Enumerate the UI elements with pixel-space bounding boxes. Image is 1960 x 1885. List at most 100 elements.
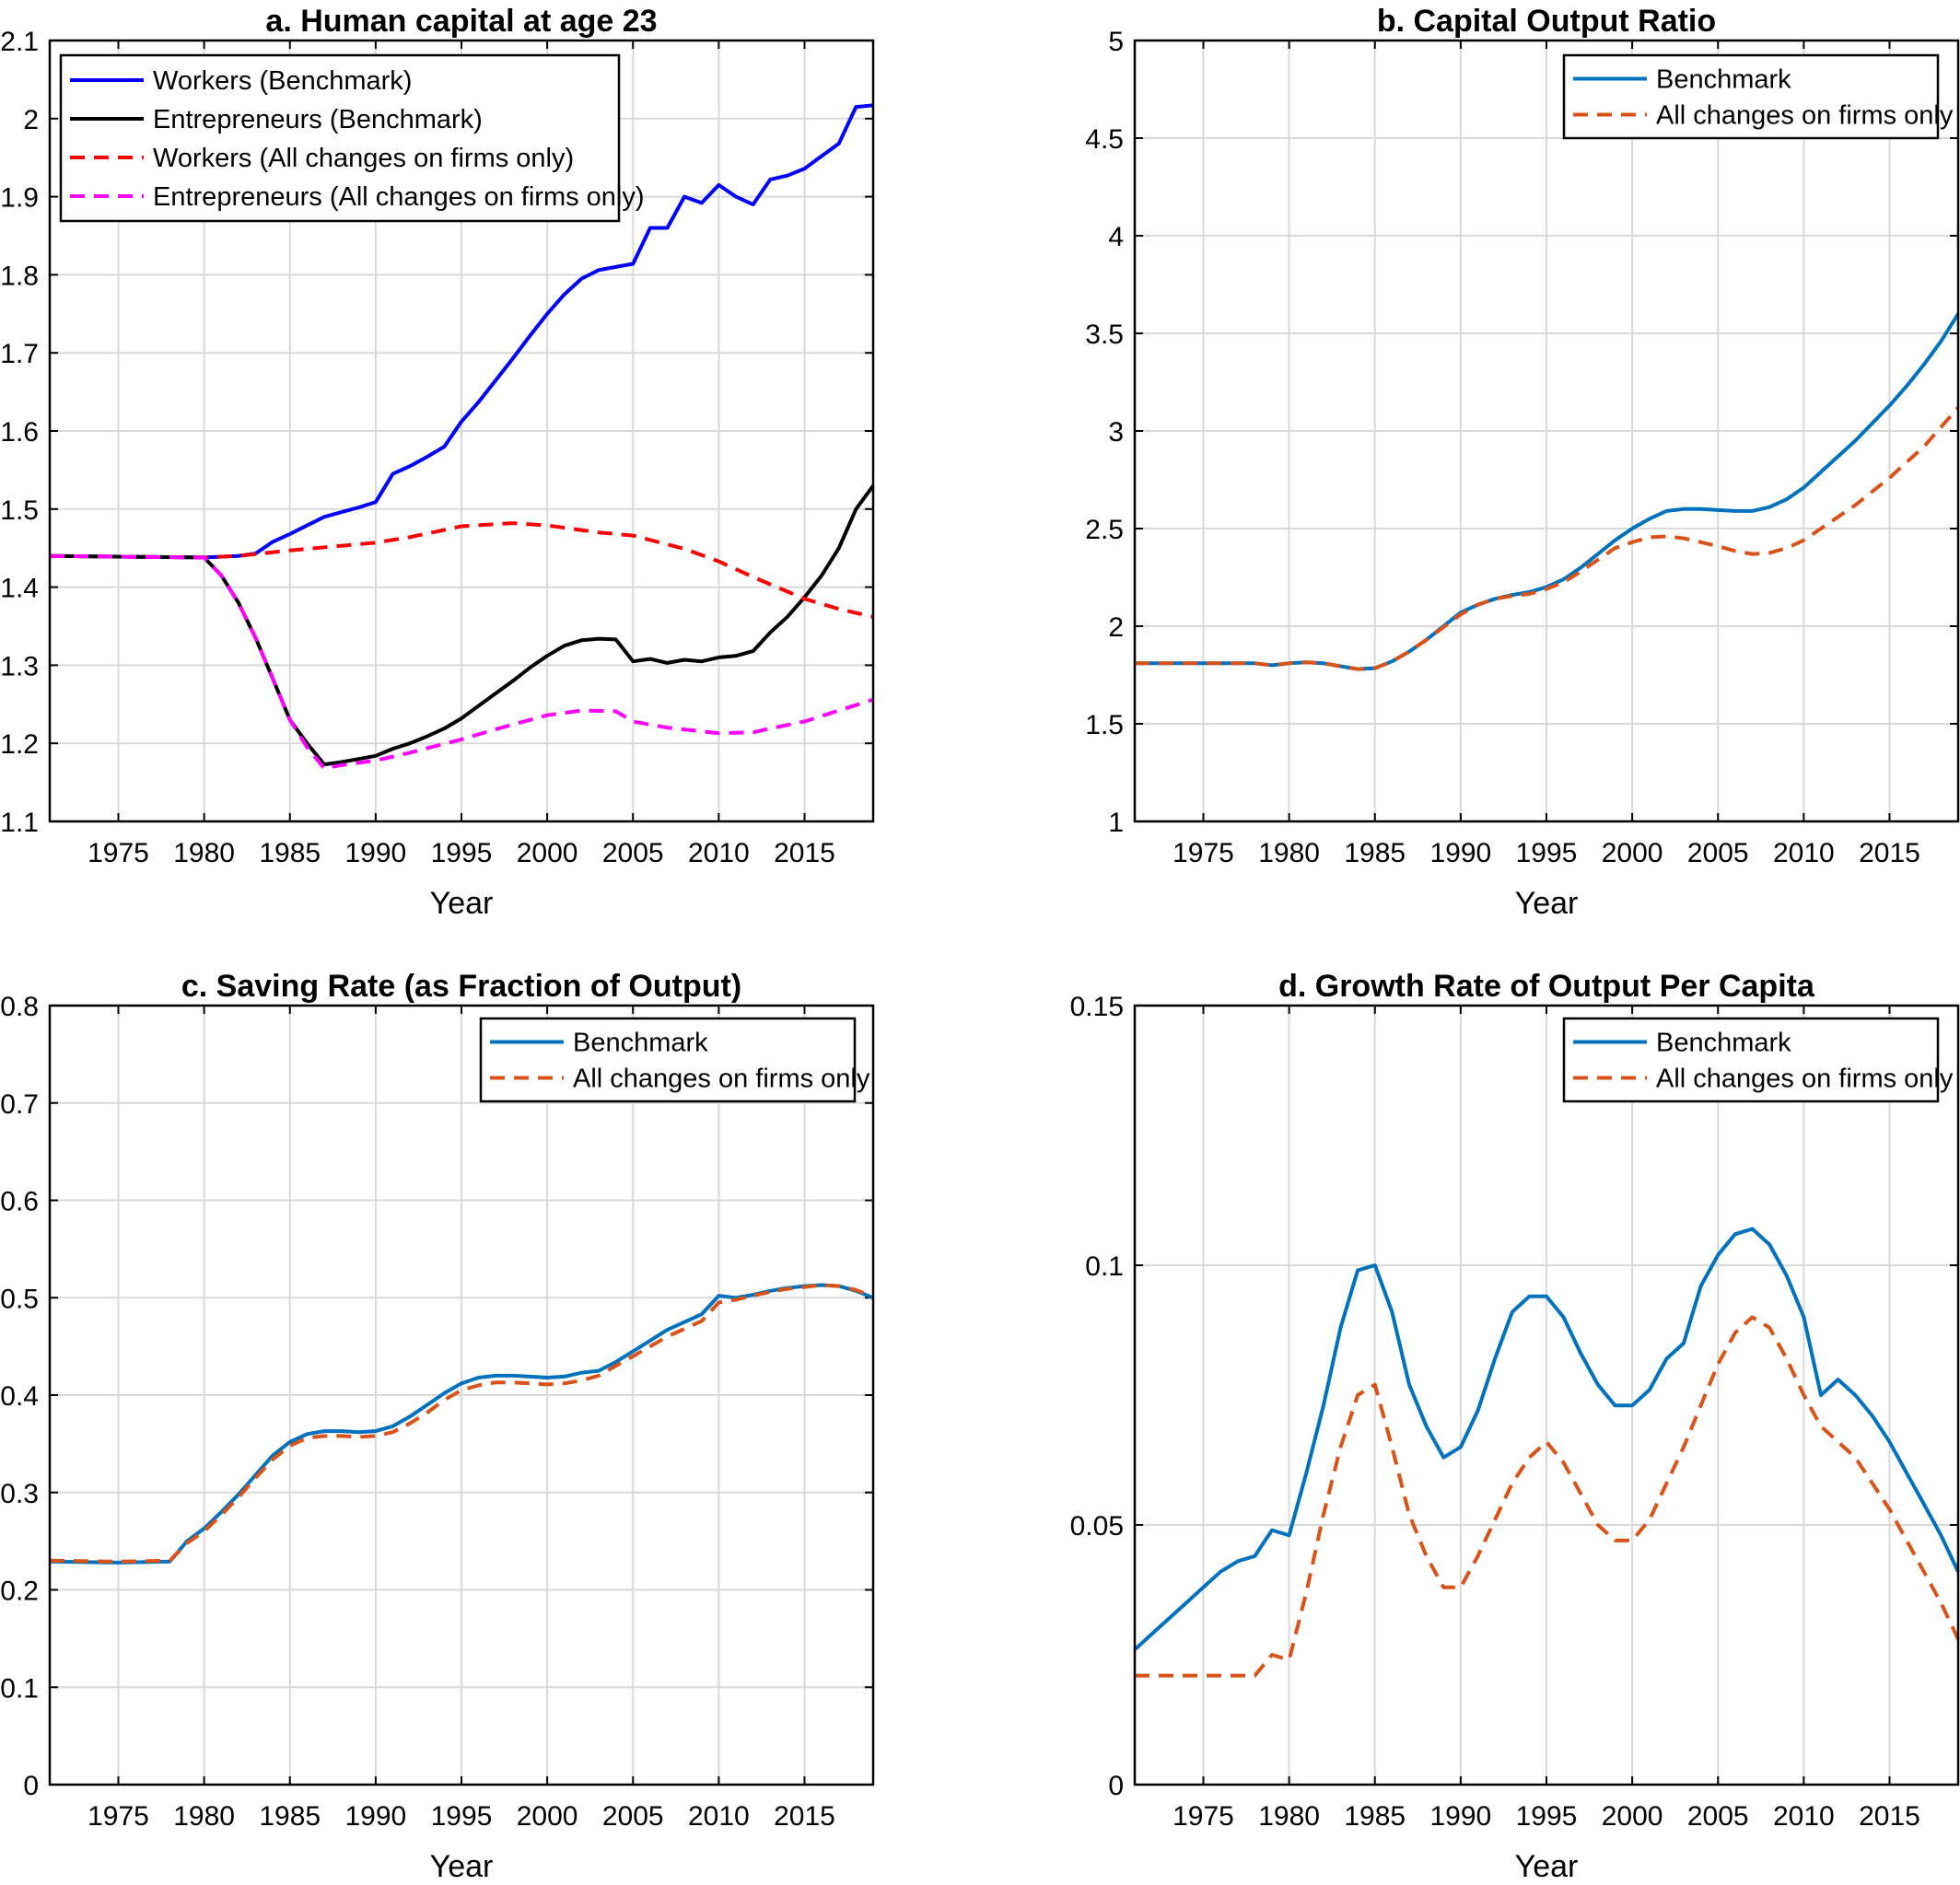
x-tick-label: 1980	[1258, 1801, 1320, 1832]
y-tick-label: 3.5	[1085, 320, 1124, 350]
legend-entry-label: Workers (All changes on firms only)	[153, 144, 574, 173]
y-tick-label: 2	[1108, 612, 1124, 643]
x-tick-label: 1990	[1430, 838, 1492, 868]
legend-entry-label: Entrepreneurs (Benchmark)	[153, 105, 483, 134]
legend-entry-label: Benchmark	[573, 1029, 708, 1058]
y-tick-label: 0.3	[0, 1479, 39, 1509]
legend-box	[1562, 1017, 1940, 1103]
x-axis-label: Year	[1515, 1849, 1579, 1884]
y-tick-label: 3	[1108, 417, 1124, 448]
legend: Benchmark All changes on firms only	[1562, 53, 1954, 140]
x-tick-label: 2015	[1859, 1801, 1920, 1832]
legend-box	[479, 1017, 857, 1103]
x-tick-label: 1985	[1344, 838, 1406, 868]
x-tick-label: 1995	[431, 838, 493, 868]
plot-area-frame	[48, 1004, 875, 1786]
y-tick-label: 1.9	[0, 183, 39, 214]
legend-entry-label: Entrepreneurs (All changes on firms only…	[153, 182, 645, 212]
legend-box	[1562, 53, 1940, 140]
y-tick-label: 0.7	[0, 1089, 39, 1120]
x-tick-label: 2015	[774, 838, 835, 868]
y-tick-label: 0.05	[1070, 1511, 1124, 1542]
y-tick-label: 0.5	[0, 1284, 39, 1314]
x-tick-label: 1980	[173, 1801, 235, 1832]
legend-entry-label: Benchmark	[1656, 65, 1791, 95]
x-tick-label: 2005	[602, 838, 664, 868]
y-tick-label: 5	[1108, 27, 1124, 57]
x-tick-label: 2005	[1687, 838, 1749, 868]
y-tick-label: 2.5	[1085, 515, 1124, 545]
y-tick-label: 0.6	[0, 1187, 39, 1217]
y-tick-label: 0.1	[0, 1673, 39, 1704]
chart-title: d. Growth Rate of Output Per Capita	[1278, 969, 1815, 1004]
y-tick-label: 1.5	[1085, 710, 1124, 740]
x-tick-label: 2005	[602, 1801, 664, 1832]
series-line	[49, 103, 874, 560]
x-tick-label: 1975	[1172, 838, 1234, 868]
x-axis-label: Year	[1515, 886, 1579, 921]
legend-entry-label: Workers (Benchmark)	[153, 66, 412, 96]
y-tick-label: 1.4	[0, 574, 39, 604]
panel-d-growth-rate: 1975 1980 1985 1990 1995 2000 2005 2010 2015 0 0.0…	[1070, 969, 1960, 1884]
y-tick-label: 2	[23, 105, 39, 135]
x-tick-label: 2005	[1687, 1801, 1749, 1832]
series-line	[1133, 1227, 1960, 1651]
plot-area-frame	[1133, 39, 1960, 823]
y-tick-label: 0.4	[0, 1381, 39, 1412]
legend: Benchmark All changes on firms only	[1562, 1017, 1954, 1103]
x-tick-label: 2000	[517, 838, 578, 868]
y-tick-label: 1.3	[0, 651, 39, 681]
x-tick-label: 1985	[259, 838, 321, 868]
y-tick-label: 0.2	[0, 1577, 39, 1607]
y-tick-label: 2.1	[0, 27, 39, 57]
y-tick-label: 1.2	[0, 729, 39, 760]
x-tick-label: 1990	[345, 838, 407, 868]
x-tick-label: 2000	[517, 1801, 578, 1832]
x-tick-label: 2010	[1773, 1801, 1835, 1832]
y-tick-label: 1.5	[0, 495, 39, 526]
x-tick-label: 1980	[1258, 838, 1320, 868]
plot-area-frame	[1133, 1004, 1960, 1786]
x-tick-label: 1975	[88, 838, 149, 868]
x-axis-label: Year	[430, 886, 494, 921]
y-tick-label: 1.6	[0, 417, 39, 448]
x-tick-label: 1985	[1344, 1801, 1406, 1832]
x-tick-label: 1990	[345, 1801, 407, 1832]
panel-c-saving-rate: 1975 1980 1985 1990 1995 2000 2005 2010 2015 0 0.1…	[0, 969, 875, 1884]
x-tick-label: 1985	[259, 1801, 321, 1832]
x-tick-label: 1975	[88, 1801, 149, 1832]
plot-area-frame	[48, 39, 875, 823]
y-tick-label: 1.8	[0, 261, 39, 291]
legend-entry-label: All changes on firms only	[1656, 101, 1954, 131]
series-line	[49, 484, 875, 767]
x-tick-label: 1980	[173, 838, 235, 868]
y-tick-label: 0.15	[1070, 992, 1124, 1022]
series-line	[1135, 312, 1960, 671]
series-line	[49, 521, 874, 619]
x-tick-label: 2000	[1602, 1801, 1663, 1832]
legend: Benchmark All changes on firms only	[479, 1017, 870, 1103]
panel-b-capital-output-ratio: 1975 1980 1985 1990 1995 2000 2005 2010 2015 1 1.5…	[1085, 4, 1960, 921]
series-line	[1135, 406, 1960, 671]
y-tick-label: 1.1	[0, 808, 39, 838]
x-axis-label: Year	[430, 1849, 494, 1884]
x-tick-label: 1975	[1172, 1801, 1234, 1832]
legend: Workers (Benchmark) Entrepreneurs (Benchm…	[59, 53, 645, 223]
x-tick-label: 1995	[431, 1801, 493, 1832]
series-line	[49, 1283, 874, 1564]
y-tick-label: 1.7	[0, 339, 39, 369]
x-tick-label: 2015	[774, 1801, 835, 1832]
y-tick-label: 1	[1108, 808, 1124, 838]
x-tick-label: 1995	[1516, 838, 1578, 868]
series-line	[49, 1283, 874, 1565]
x-tick-label: 2000	[1602, 838, 1663, 868]
y-tick-label: 0.1	[1085, 1251, 1124, 1282]
x-tick-label: 2010	[1773, 838, 1835, 868]
chart-title: c. Saving Rate (as Fraction of Output)	[181, 969, 741, 1004]
chart-title: b. Capital Output Ratio	[1377, 4, 1716, 39]
chart-title: a. Human capital at age 23	[265, 4, 657, 39]
x-tick-label: 2010	[688, 838, 750, 868]
series-line	[49, 553, 874, 771]
x-tick-label: 2015	[1859, 838, 1920, 868]
